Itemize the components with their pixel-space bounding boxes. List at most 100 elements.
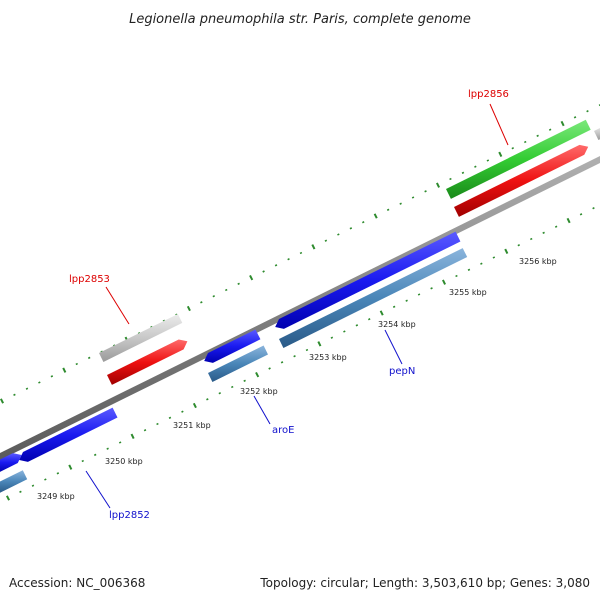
- tick-label: 3254 kbp: [378, 320, 416, 329]
- cds-steel-left[interactable]: [0, 470, 28, 493]
- minor-tick: [280, 361, 284, 364]
- tick-label: 3253 kbp: [309, 353, 347, 362]
- gene-partial-left[interactable]: [0, 453, 22, 472]
- minor-tick: [530, 237, 533, 241]
- minor-tick: [50, 375, 54, 378]
- major-tick: [566, 217, 571, 224]
- feature-gray-lpp2853[interactable]: [99, 314, 183, 362]
- minor-tick: [486, 159, 490, 162]
- minor-tick: [592, 207, 595, 210]
- tick-label: 3249 kbp: [37, 492, 75, 501]
- minor-tick: [156, 422, 159, 426]
- tick-label: 3251 kbp: [173, 421, 211, 430]
- minor-tick: [392, 305, 396, 309]
- major-tick: [436, 182, 440, 188]
- major-tick: [186, 305, 191, 312]
- major-tick: [255, 371, 260, 378]
- genome-backbone: [0, 156, 600, 461]
- minor-tick: [474, 165, 477, 168]
- gene-aroE[interactable]: [204, 329, 261, 363]
- minor-tick: [368, 318, 371, 321]
- feature-tracks: [0, 119, 600, 493]
- minor-tick: [293, 355, 296, 358]
- minor-tick: [386, 208, 390, 212]
- minor-tick: [480, 262, 483, 265]
- major-tick: [68, 464, 73, 470]
- minor-tick: [405, 299, 408, 302]
- minor-tick: [218, 392, 221, 395]
- minor-tick: [31, 484, 35, 487]
- minor-tick: [330, 336, 334, 339]
- minor-tick: [243, 379, 246, 383]
- major-tick: [130, 433, 135, 440]
- minor-tick: [44, 478, 47, 481]
- major-tick: [373, 213, 378, 219]
- gene-lpp2852[interactable]: [19, 407, 118, 462]
- major-tick: [498, 151, 503, 158]
- gene-label-pepN[interactable]: pepN: [389, 366, 415, 377]
- minor-tick: [430, 287, 433, 290]
- minor-tick: [524, 140, 527, 144]
- gene-lpp2853[interactable]: [107, 339, 188, 385]
- minor-tick: [168, 416, 172, 420]
- major-tick: [0, 398, 4, 404]
- minor-tick: [19, 490, 22, 494]
- genome-summary-label: Topology: circular; Length: 3,503,610 bp…: [260, 576, 590, 590]
- accession-label: Accession: NC_006368: [9, 576, 146, 590]
- major-tick: [311, 244, 316, 250]
- minor-tick: [75, 362, 78, 366]
- gene-label-aroE[interactable]: aroE: [272, 425, 294, 436]
- minor-tick: [542, 231, 545, 235]
- map-title: Legionella pneumophila str. Paris, compl…: [129, 12, 471, 27]
- tick-label: 3255 kbp: [449, 288, 487, 297]
- minor-tick: [554, 225, 558, 228]
- tick-label: 3256 kbp: [519, 257, 557, 266]
- minor-tick: [536, 134, 539, 138]
- minor-tick: [467, 268, 471, 272]
- gene-label-lpp2856[interactable]: lpp2856: [468, 89, 509, 100]
- rna-green-lpp2856[interactable]: [446, 119, 591, 199]
- minor-tick: [13, 393, 16, 397]
- minor-tick: [25, 387, 29, 390]
- minor-tick: [511, 147, 514, 150]
- minor-tick: [262, 270, 265, 273]
- tick-label: 3250 kbp: [105, 457, 143, 466]
- minor-tick: [449, 177, 452, 181]
- minor-tick: [399, 202, 402, 205]
- gene-label-lpp2853[interactable]: lpp2853: [69, 274, 110, 285]
- minor-tick: [461, 171, 465, 175]
- minor-tick: [548, 128, 552, 131]
- minor-tick: [237, 282, 240, 286]
- major-tick: [317, 341, 322, 347]
- minor-tick: [517, 244, 520, 247]
- minor-tick: [143, 429, 147, 432]
- major-tick: [560, 120, 565, 127]
- major-tick: [379, 310, 384, 316]
- inner-tick-ring: [6, 207, 595, 501]
- minor-tick: [586, 110, 589, 113]
- feature-gray-edge[interactable]: [594, 126, 600, 140]
- cds-steel-pepN[interactable]: [279, 248, 468, 348]
- gene-lpp2856[interactable]: [454, 144, 589, 217]
- minor-tick: [417, 293, 421, 296]
- major-tick: [504, 248, 509, 255]
- tick-labels: 3249 kbp 3250 kbp 3251 kbp 3252 kbp 3253…: [37, 257, 557, 501]
- minor-tick: [81, 459, 84, 463]
- minor-tick: [206, 398, 209, 401]
- minor-tick: [337, 233, 340, 236]
- gene-label-lpp2852[interactable]: lpp2852: [109, 510, 150, 521]
- minor-tick: [579, 213, 583, 216]
- cds-steel-aroE[interactable]: [208, 345, 268, 383]
- minor-tick: [573, 116, 577, 119]
- minor-tick: [181, 410, 184, 413]
- major-tick: [62, 367, 67, 373]
- minor-tick: [305, 348, 309, 352]
- minor-tick: [87, 356, 91, 360]
- gene-pepN[interactable]: [275, 231, 461, 329]
- minor-tick: [411, 196, 415, 199]
- minor-tick: [355, 324, 359, 327]
- minor-tick: [225, 288, 228, 292]
- minor-tick: [231, 385, 234, 389]
- major-tick: [249, 274, 254, 281]
